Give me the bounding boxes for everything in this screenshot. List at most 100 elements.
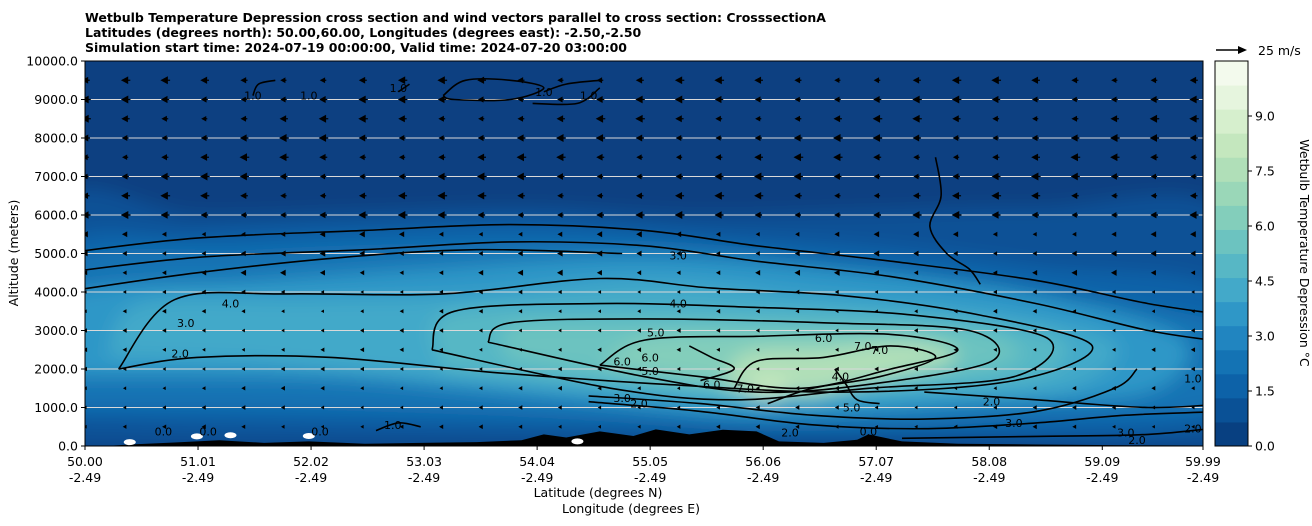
wind-vector-arrow-icon: [1151, 328, 1156, 333]
wind-vector-arrow-icon: [201, 251, 206, 256]
wind-vector-arrow-icon: [399, 366, 404, 372]
wind-vector-arrow-icon: [953, 424, 958, 429]
contour-lines: [85, 78, 1203, 440]
contour-line: [117, 277, 1094, 393]
contour-label: 1.0: [300, 90, 318, 103]
contour-label: 0.0: [860, 425, 878, 438]
contour-label: 6.0: [815, 332, 833, 345]
wind-vector-arrow-icon: [358, 76, 367, 84]
wind-vector-arrow-icon: [160, 76, 171, 85]
wind-vector-arrow-icon: [162, 251, 167, 256]
wind-vector-arrow-icon: [835, 347, 839, 352]
wind-vector-arrow-icon: [241, 366, 246, 372]
wind-vector-arrow-icon: [835, 424, 839, 429]
wind-vector-arrow-icon: [834, 366, 839, 372]
contour-label: 2.0: [1128, 434, 1146, 447]
wind-vector-arrow-icon: [674, 211, 685, 219]
wind-vector-arrow-icon: [953, 347, 958, 353]
wind-vector-arrow-icon: [358, 134, 367, 142]
wind-vector-arrow-icon: [399, 424, 404, 429]
wind-vector-arrow-icon: [755, 115, 762, 122]
y-tick-label: 3000.0: [34, 323, 78, 338]
wind-vector-arrow-icon: [676, 290, 681, 294]
wind-vector-arrow-icon: [439, 308, 444, 314]
colorbar-tick-label: 4.5: [1255, 274, 1275, 289]
wind-vector-arrow-icon: [398, 154, 406, 161]
wind-vector-arrow-icon: [516, 172, 526, 181]
wind-vector-arrow-icon: [85, 347, 88, 353]
colorbar-swatch: [1215, 133, 1248, 158]
wind-vector-arrow-icon: [122, 424, 127, 429]
wind-vector-arrow-icon: [280, 192, 287, 199]
wind-vector-arrow-icon: [399, 270, 404, 276]
wind-vector-arrow-icon: [794, 77, 802, 84]
wind-vector-arrow-icon: [162, 328, 167, 333]
wind-vector-arrow-icon: [558, 424, 562, 429]
wind-vector-arrow-icon: [320, 424, 324, 429]
wind-vector-arrow-icon: [754, 191, 764, 200]
wind-vector-arrow-icon: [1072, 347, 1076, 352]
wind-vector-arrow-icon: [397, 211, 408, 219]
wind-vector-arrow-icon: [241, 289, 246, 295]
wind-vector-arrow-icon: [279, 173, 288, 180]
x-tick-label-lat: 50.00: [67, 454, 103, 469]
wind-vector-arrow-icon: [556, 134, 566, 142]
wind-vector-arrow-icon: [755, 405, 760, 410]
y-tick-label: 1000.0: [34, 400, 78, 415]
wind-vector-arrow-icon: [241, 347, 245, 352]
x-tick-label-lat: 51.01: [180, 454, 216, 469]
wind-vector-arrow-icon: [793, 172, 803, 181]
wind-vector-arrow-icon: [437, 211, 447, 219]
contour-label: 0.0: [199, 425, 217, 438]
colorbar-tick-label: 3.0: [1255, 329, 1275, 344]
wind-vector-arrow-icon: [320, 290, 325, 294]
wind-vector-arrow-icon: [755, 386, 760, 391]
wind-vector-arrow-icon: [200, 153, 209, 161]
wind-vector-arrow-icon: [874, 328, 879, 333]
wind-vector-arrow-icon: [1070, 153, 1081, 162]
wind-vector-arrow-icon: [85, 76, 90, 84]
wind-vector-arrow-icon: [1110, 153, 1120, 162]
wind-vector-arrow-icon: [200, 191, 210, 200]
wind-vector-arrow-icon: [635, 211, 645, 219]
wind-vector-arrow-icon: [993, 251, 998, 256]
wind-vector-arrow-icon: [834, 192, 841, 199]
wind-vector-arrow-icon: [913, 250, 919, 257]
wind-vector-arrow-icon: [833, 153, 843, 162]
wind-vector-arrow-icon: [122, 309, 127, 314]
colorbar-swatch: [1215, 109, 1248, 134]
wind-vector-arrow-icon: [597, 309, 601, 314]
wind-vector-arrow-icon: [1071, 250, 1077, 257]
colorbar-swatch: [1215, 325, 1248, 351]
wind-vector-arrow-icon: [279, 115, 288, 123]
wind-vector-arrow-icon: [714, 172, 724, 181]
wind-vector-arrow-icon: [557, 250, 563, 257]
wind-vector-arrow-icon: [993, 424, 998, 430]
wind-vector-arrow-icon: [991, 211, 1001, 219]
wind-key-label: 25 m/s: [1258, 43, 1301, 58]
wind-vector-arrow-icon: [201, 424, 206, 430]
wind-vector-arrow-icon: [437, 76, 448, 85]
wind-vector-arrow-icon: [438, 115, 446, 122]
wind-vector-arrow-icon: [596, 250, 603, 257]
wind-vector-arrow-icon: [715, 270, 721, 276]
wind-vector-arrow-icon: [1149, 134, 1160, 142]
wind-vector-arrow-icon: [1071, 212, 1078, 218]
wind-vector-arrow-icon: [558, 309, 562, 314]
wind-vector-arrow-icon: [597, 405, 602, 410]
wind-vector-arrow-icon: [479, 347, 483, 352]
wind-vector-arrow-icon: [716, 367, 720, 371]
colorbar-tick-label: 6.0: [1255, 219, 1275, 234]
wind-vector-arrow-icon: [85, 173, 89, 180]
wind-vector-arrow-icon: [439, 405, 443, 410]
wind-vector-arrow-icon: [953, 386, 958, 391]
wind-vector-arrow-icon: [241, 309, 246, 314]
wind-vector-arrow-icon: [397, 95, 408, 104]
x-tick-label-lon: -2.49: [182, 470, 214, 485]
wind-vector-arrow-icon: [873, 269, 879, 276]
wind-vector-arrow-icon: [795, 347, 799, 352]
wind-vector-arrow-icon: [120, 211, 131, 219]
terrain-gap: [571, 438, 584, 445]
wind-vector-arrow-icon: [1150, 231, 1157, 238]
wind-vector-arrow-icon: [439, 386, 443, 391]
